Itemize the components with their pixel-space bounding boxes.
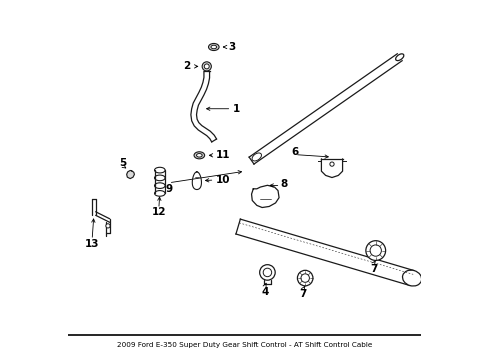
Circle shape [300, 274, 309, 282]
Ellipse shape [208, 44, 219, 50]
Text: 1: 1 [233, 104, 240, 114]
Text: 11: 11 [215, 150, 229, 160]
Polygon shape [190, 71, 216, 142]
Ellipse shape [251, 153, 261, 161]
Text: 9: 9 [165, 184, 172, 194]
Text: 7: 7 [369, 264, 377, 274]
Ellipse shape [402, 270, 421, 286]
Ellipse shape [154, 167, 165, 173]
Ellipse shape [210, 45, 216, 49]
Ellipse shape [395, 54, 403, 60]
Ellipse shape [202, 62, 211, 71]
Polygon shape [321, 159, 342, 177]
Circle shape [105, 224, 110, 228]
Text: 7: 7 [299, 289, 306, 300]
Polygon shape [126, 171, 134, 179]
Text: 3: 3 [227, 42, 235, 52]
Text: 5: 5 [119, 158, 126, 168]
Polygon shape [192, 172, 201, 189]
Ellipse shape [154, 183, 165, 189]
Circle shape [259, 265, 275, 280]
Text: 13: 13 [84, 239, 99, 248]
Ellipse shape [154, 190, 165, 196]
Circle shape [297, 270, 312, 286]
Ellipse shape [196, 154, 202, 157]
Text: 6: 6 [291, 148, 298, 157]
Text: 2009 Ford E-350 Super Duty Gear Shift Control - AT Shift Control Cable: 2009 Ford E-350 Super Duty Gear Shift Co… [117, 342, 371, 348]
Polygon shape [251, 185, 279, 207]
Circle shape [369, 245, 381, 256]
Text: 12: 12 [151, 207, 166, 217]
Text: 2: 2 [183, 62, 190, 71]
Circle shape [329, 162, 333, 166]
Polygon shape [236, 219, 413, 285]
Text: 4: 4 [261, 287, 268, 297]
Text: 8: 8 [280, 179, 287, 189]
Circle shape [365, 241, 385, 260]
Ellipse shape [154, 175, 165, 181]
Circle shape [263, 268, 271, 277]
Ellipse shape [204, 64, 209, 69]
Ellipse shape [194, 152, 204, 159]
Text: 10: 10 [215, 175, 229, 185]
